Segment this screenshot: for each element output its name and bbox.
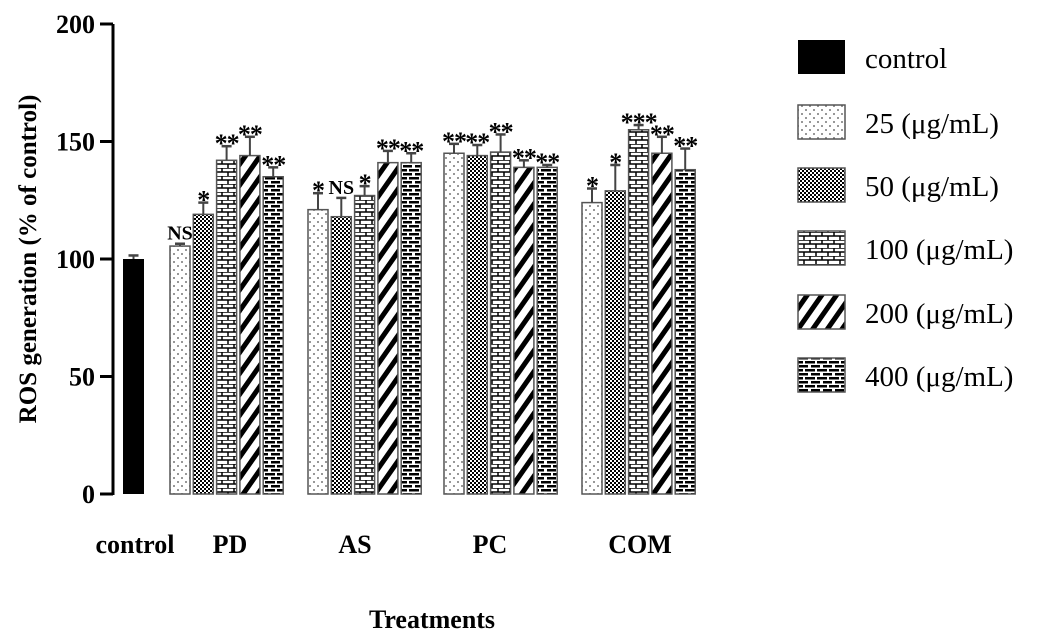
significance-label: ** (399, 136, 423, 165)
bar-control (123, 259, 144, 494)
bar-com-4 (674, 168, 696, 495)
y-axis-title: ROS generation (% of control) (15, 95, 42, 424)
x-axis-title: Treatments (369, 605, 495, 634)
significance-label: ** (535, 148, 559, 177)
legend-swatch (797, 167, 846, 203)
significance-label: NS (329, 177, 355, 199)
bar-pc-3 (513, 166, 535, 495)
significance-label: NS (167, 223, 193, 245)
significance-label: ** (376, 134, 400, 163)
bar-pc-1 (466, 154, 489, 495)
x-tick-label: AS (338, 530, 371, 559)
x-tick-label: COM (608, 530, 672, 559)
bar-as-2 (353, 194, 376, 495)
significance-label: ** (650, 120, 674, 149)
legend-label: control (865, 43, 947, 75)
bar-as-1 (330, 215, 353, 495)
x-tick-label: control (96, 530, 175, 559)
significance-label: * (197, 186, 209, 215)
x-tick-label: PD (213, 530, 248, 559)
bar-com-0 (581, 201, 603, 495)
legend-label: 50 (μg/mL) (865, 171, 999, 203)
bar-as-4 (400, 161, 422, 495)
significance-label: *** (621, 108, 657, 137)
significance-label: ** (512, 143, 536, 172)
bar-as-3 (377, 161, 399, 495)
legend-label: 200 (μg/mL) (865, 298, 1013, 330)
significance-label: ** (215, 129, 239, 158)
significance-label: ** (238, 120, 262, 149)
bar-pd-1 (192, 213, 215, 495)
significance-label: * (609, 148, 621, 177)
y-tick-label: 0 (82, 480, 95, 509)
bar-pd-2 (215, 159, 238, 495)
bar-com-3 (651, 152, 673, 495)
significance-label: ** (442, 127, 466, 156)
y-tick-label: 150 (56, 128, 95, 157)
significance-label: * (359, 169, 371, 198)
legend-label: 400 (μg/mL) (865, 361, 1013, 393)
x-tick-label: PC (473, 530, 508, 559)
significance-label: ** (673, 132, 697, 161)
bar-pd-3 (239, 154, 261, 495)
legend-swatch (797, 104, 846, 140)
significance-label: ** (261, 150, 285, 179)
bar-pc-4 (536, 166, 558, 495)
y-tick-label: 200 (56, 10, 95, 39)
legend-label: 25 (μg/mL) (865, 108, 999, 140)
bar-pd-0 (169, 245, 191, 495)
legend-swatch (797, 294, 846, 330)
bar-pd-4 (262, 176, 284, 495)
bar-com-2 (627, 129, 650, 495)
bar-pc-0 (443, 152, 465, 495)
y-tick-label: 50 (69, 363, 95, 392)
legend-label: 100 (μg/mL) (865, 234, 1013, 266)
significance-label: ** (489, 117, 513, 146)
bar-com-1 (604, 190, 627, 495)
legend-swatch (797, 357, 846, 393)
bar-pc-2 (489, 151, 512, 495)
significance-label: ** (465, 128, 489, 157)
legend-swatch-control (798, 40, 845, 74)
significance-label: * (586, 172, 598, 201)
legend-swatch (797, 230, 846, 266)
y-tick-label: 100 (56, 245, 95, 274)
bar-as-0 (307, 208, 329, 495)
significance-label: * (312, 176, 324, 205)
